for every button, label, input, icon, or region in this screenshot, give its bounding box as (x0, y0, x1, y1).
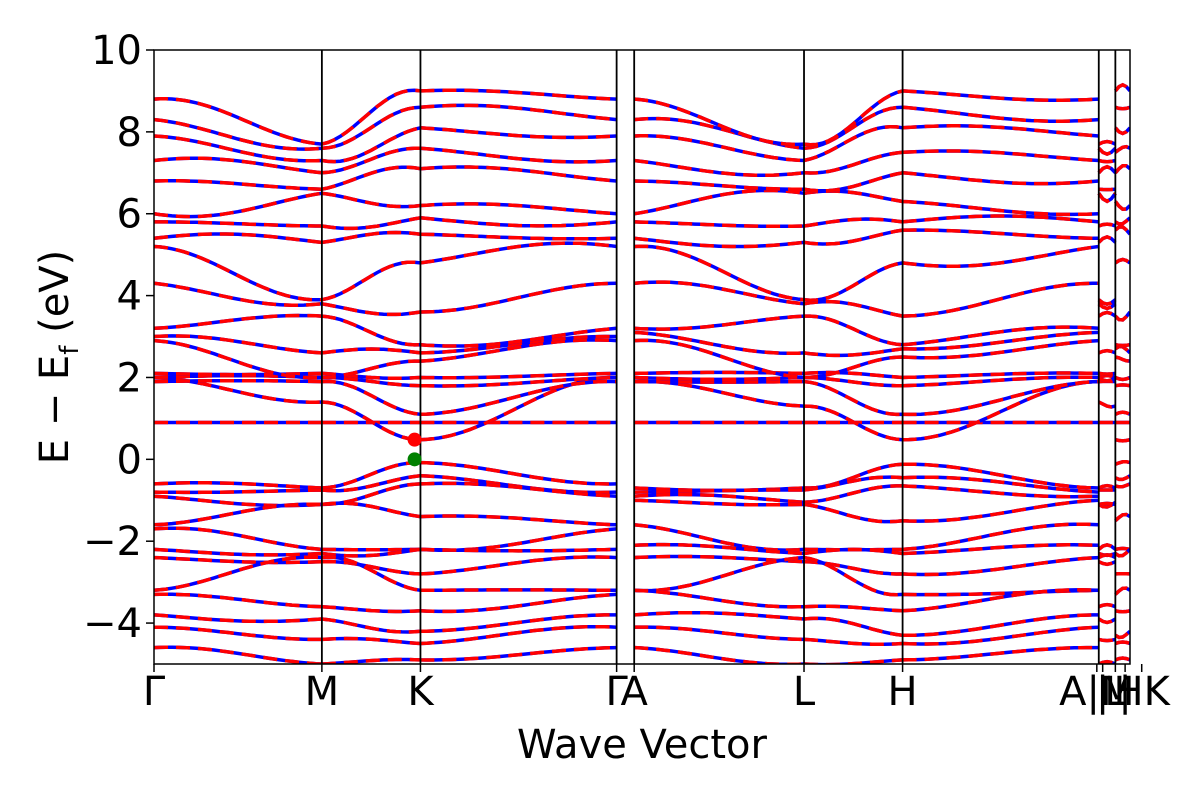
y-axis-label-unit: (eV) (32, 250, 78, 346)
y-tick-label: 0 (117, 437, 142, 483)
band-line (154, 498, 1130, 527)
band-line (154, 375, 1130, 443)
band-line-dashed (154, 82, 1130, 147)
band-line-dashed (154, 188, 1130, 219)
band-line-dashed (154, 280, 1130, 322)
y-axis-label: E − Ef (eV) (32, 250, 85, 465)
band-line (154, 103, 1130, 156)
x-tick-label: L (1104, 669, 1127, 715)
band-line (154, 645, 1130, 664)
y-tick-label: −4 (83, 601, 142, 647)
band-line (154, 241, 1130, 307)
band-line-dashed (154, 375, 1130, 443)
band-line-dashed (154, 554, 1130, 577)
band-line-dashed (154, 241, 1130, 307)
vbm-marker (407, 452, 422, 467)
band-line-dashed (154, 498, 1130, 527)
x-tick-label: M (305, 669, 340, 715)
x-tick-label: | (1096, 669, 1109, 715)
cbm-marker (407, 432, 422, 447)
band-line-dashed (154, 481, 1130, 509)
band-line-dashed (154, 225, 1130, 249)
band-line-dashed (154, 214, 1130, 231)
high-symmetry-lines (320, 50, 1117, 664)
y-tick-label: 4 (117, 274, 142, 320)
x-tick-label: K (407, 669, 435, 715)
x-tick-label: L (793, 669, 816, 715)
y-tick-label: 8 (117, 110, 142, 156)
band-line-dashed (154, 144, 1130, 178)
band-line (154, 378, 1130, 417)
x-tick-label: Γ (143, 669, 166, 715)
band-line-dashed (154, 459, 1130, 493)
band-line-dashed (154, 164, 1130, 193)
band-line (154, 459, 1130, 493)
x-axis-label: Wave Vector (517, 722, 768, 768)
y-tick-label: −2 (83, 519, 142, 565)
band-line-dashed (154, 124, 1130, 164)
band-line-dashed (154, 553, 1130, 597)
band-line-dashed (154, 610, 1130, 640)
x-tick-label: A (621, 669, 649, 715)
y-axis-ticks: −4 −2 0 2 4 6 8 10 (83, 28, 154, 647)
band-line (154, 225, 1130, 249)
band-line-dashed (154, 624, 1130, 647)
band-line (154, 124, 1130, 164)
band-line-dashed (154, 370, 1130, 382)
bands-layer (154, 82, 1130, 664)
y-tick-label: 6 (117, 192, 142, 238)
band-line-dashed (154, 103, 1130, 156)
y-axis-label-subscript: f (55, 345, 85, 355)
x-tick-label: Γ (605, 669, 628, 715)
y-axis-label-main: E − E (32, 355, 78, 465)
band-extrema-markers (407, 432, 422, 467)
band-line-dashed (154, 338, 1130, 383)
x-tick-label: H (888, 669, 918, 715)
x-axis-ticks: Γ M K ΓA L H A|M|L|HK (143, 664, 1172, 715)
y-tick-label: 2 (117, 355, 142, 401)
x-tick-label: A|M (1059, 669, 1134, 715)
band-line-dashed (154, 378, 1130, 417)
band-line-dashed (154, 330, 1130, 358)
plot-frame (153, 49, 1131, 665)
band-line-dashed (154, 310, 1130, 348)
band-line-dashed (154, 588, 1130, 614)
x-tick-label: HK (1114, 669, 1172, 715)
y-tick-label: 10 (91, 28, 142, 74)
x-tick-label: | (1118, 669, 1131, 715)
band-line (154, 610, 1130, 640)
